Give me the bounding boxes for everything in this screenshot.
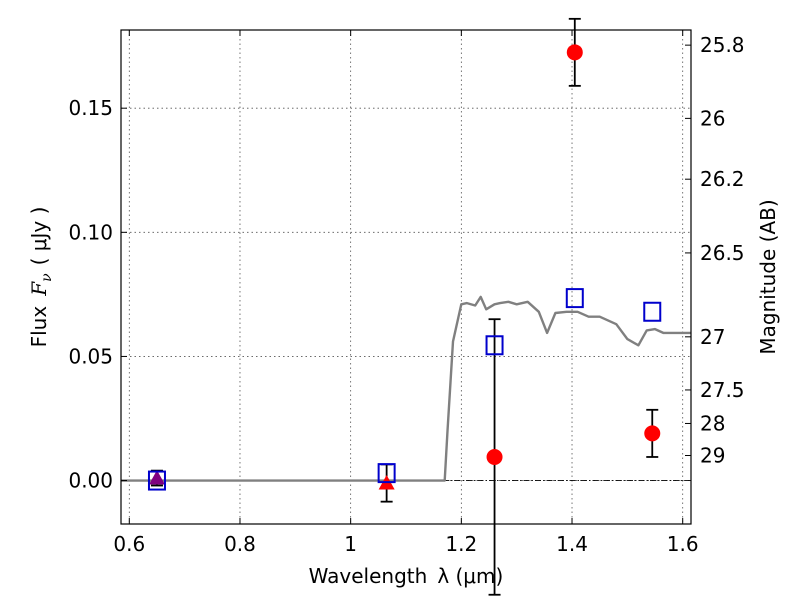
data-point-circle [486, 448, 503, 465]
data-point-circle [566, 44, 583, 61]
y-tick-label: 0.10 [68, 220, 113, 244]
y2-tick-label: 26 [700, 106, 725, 130]
x-tick-label: 1.2 [445, 532, 477, 556]
tick-layer [121, 30, 691, 524]
x-axis-title-symbol: λ (μm) [437, 564, 503, 588]
x-axis-title: Wavelength λ (μm) [309, 564, 504, 588]
x-tick-label: 1.6 [667, 532, 699, 556]
model-sed-layer [121, 295, 691, 482]
data-point-square [147, 470, 166, 491]
y-tick-label: 0.05 [68, 344, 113, 368]
data-point-square [565, 288, 584, 309]
x-tick-label: 1.4 [556, 532, 588, 556]
y-tick-label: 0.00 [68, 469, 113, 493]
tick-label-layer: 0.6 0.8 1 1.2 1.4 1.6 0.00 0.05 0.10 0.15 25.8 26 26… [68, 33, 744, 556]
plot-frame [120, 29, 692, 525]
y-axis-title-symbol: F [27, 281, 51, 297]
data-point-square [377, 463, 396, 484]
x-tick-label: 1 [344, 532, 357, 556]
y2-axis-title: Magnitude (AB) [756, 199, 780, 354]
y2-tick-label: 27.5 [700, 378, 745, 402]
x-tick-label: 0.6 [113, 532, 145, 556]
y-axis-title-unit: ( μJy ) [27, 207, 51, 266]
y2-tick-label: 26.5 [700, 241, 745, 265]
data-point-circle [644, 425, 661, 442]
data-point-square [643, 301, 662, 322]
data-point-triangle [148, 470, 165, 485]
y2-tick-label: 26.2 [700, 167, 745, 191]
y2-tick-label: 25.8 [700, 33, 745, 57]
x-axis-title-text: Wavelength [309, 564, 428, 588]
y-axis-title: Flux Fν ( μJy ) [27, 207, 55, 348]
y2-tick-label: 29 [700, 443, 725, 467]
marker-layer [147, 44, 662, 491]
y2-tick-label: 28 [700, 411, 725, 435]
x-tick-label: 0.8 [224, 532, 256, 556]
model-sed-line [121, 295, 691, 482]
y2-tick-label: 27 [700, 325, 725, 349]
data-point-square [485, 335, 504, 356]
y-axis-title-subscript: ν [39, 273, 55, 282]
y-tick-label: 0.15 [68, 96, 113, 120]
y-axis-title-text: Flux [27, 306, 51, 348]
